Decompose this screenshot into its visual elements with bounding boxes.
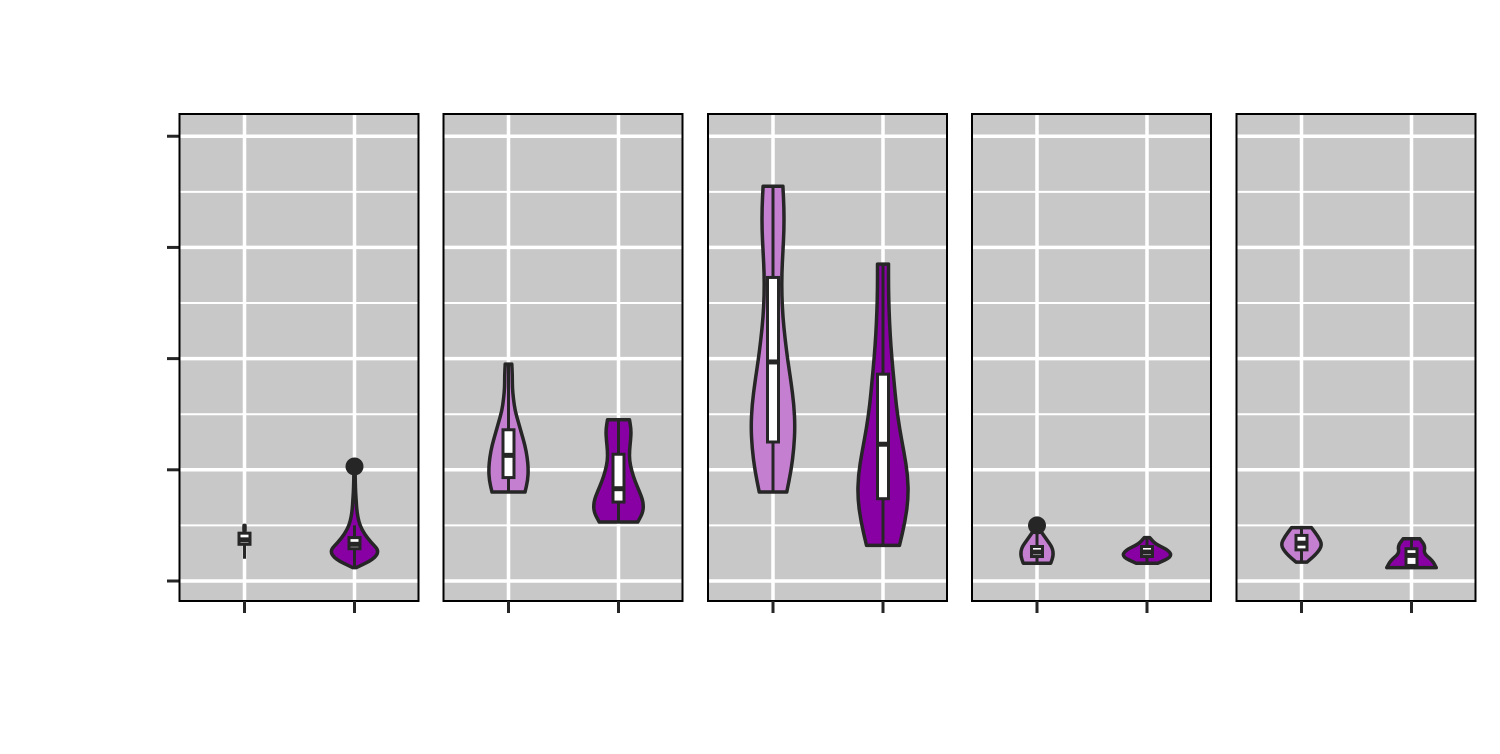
panel-border [971,113,1212,602]
outlier-point [1028,516,1046,535]
panel-border [178,113,420,602]
outlier-point [345,457,364,476]
facet-panel [178,113,420,613]
facet-panel [971,113,1212,613]
panel-border [442,113,684,602]
facet-panel [1235,113,1477,613]
facet-panel [707,113,948,613]
box-iqr [611,452,626,504]
panel-border [1235,113,1477,602]
box-iqr [876,372,890,501]
facet-panel [442,113,684,613]
panel-border [707,113,948,602]
